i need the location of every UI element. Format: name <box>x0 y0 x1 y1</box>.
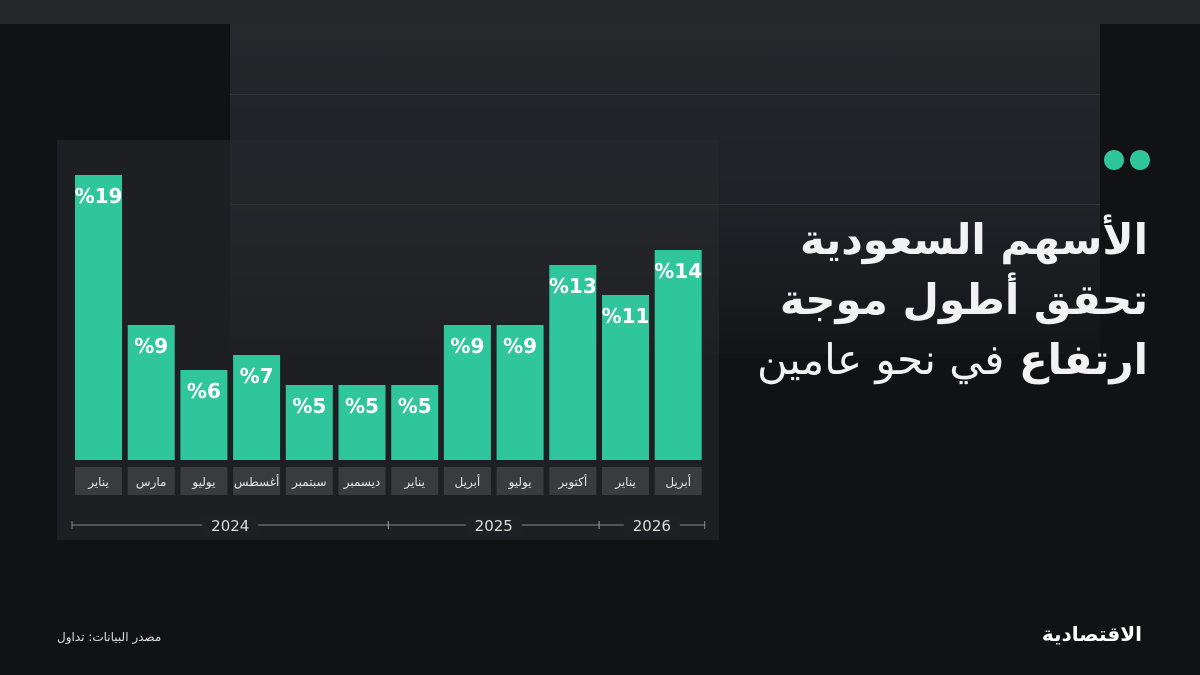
category-label-bg <box>233 467 281 495</box>
category-label-bg <box>180 467 228 495</box>
value-label: %7 <box>240 364 274 388</box>
category-label-bg <box>127 467 175 495</box>
bar <box>549 265 597 460</box>
headline-line-1: الأسهم السعودية <box>800 215 1148 264</box>
bar <box>602 295 649 460</box>
category-label: أبريل <box>455 474 481 490</box>
year-label-bg <box>465 515 522 535</box>
value-label: %9 <box>503 334 537 358</box>
category-label-bg <box>285 467 333 495</box>
value-label: %9 <box>450 334 484 358</box>
category-label-bg <box>496 467 544 495</box>
headline-line-3-bold: ارتفاع <box>1018 335 1148 384</box>
category-label-bg <box>391 467 439 495</box>
category-label: يوليو <box>191 475 215 490</box>
category-label-bg <box>549 467 597 495</box>
value-label: %11 <box>602 304 650 328</box>
category-label-bg <box>75 467 122 495</box>
year-label-bg <box>623 515 680 535</box>
bar <box>654 250 702 460</box>
category-label: أغسطس <box>234 474 279 490</box>
category-label-bg <box>338 467 386 495</box>
category-label: مارس <box>136 475 167 490</box>
bar <box>443 325 491 460</box>
top-bar <box>0 0 1200 24</box>
category-label: أكتوبر <box>557 474 587 490</box>
year-label-bg <box>202 515 259 535</box>
year-label: 2025 <box>475 517 513 535</box>
category-label: يناير <box>403 475 425 490</box>
value-label: %13 <box>549 274 597 298</box>
category-label: سبتمبر <box>291 475 326 490</box>
category-label-bg <box>654 467 702 495</box>
value-label: %5 <box>345 394 379 418</box>
bar <box>180 370 228 460</box>
bar-chart: %19 يناير %9 مارس %6 يوليو %7 أغسطس %5 سبتمبر %5 دي… <box>71 175 706 535</box>
value-label: %6 <box>187 379 221 403</box>
value-label: %19 <box>75 184 123 208</box>
category-label: يناير <box>614 475 636 490</box>
bar <box>127 325 175 460</box>
value-label: %5 <box>398 394 432 418</box>
category-label-bg <box>443 467 491 495</box>
year-label: 2026 <box>633 517 671 535</box>
headline-line-3-light: في نحو عامين <box>757 335 1005 384</box>
headline-line-2: تحقق أطول موجة <box>779 275 1148 324</box>
bar <box>75 175 122 460</box>
bar <box>391 385 439 460</box>
chart-panel: %19 يناير %9 مارس %6 يوليو %7 أغسطس %5 سبتمبر %5 دي… <box>57 140 719 540</box>
bar <box>338 385 386 460</box>
logo: الاقتصادية <box>1041 622 1142 646</box>
category-label: يوليو <box>508 475 532 490</box>
data-source: مصدر البيانات: تداول <box>57 630 162 644</box>
category-label: ديسمبر <box>343 475 381 490</box>
value-label: %5 <box>292 394 326 418</box>
bar <box>496 325 544 460</box>
accent-dots <box>1104 150 1150 170</box>
year-label: 2024 <box>211 517 249 535</box>
value-label: %14 <box>654 259 702 283</box>
value-label: %9 <box>134 334 168 358</box>
bar <box>285 385 333 460</box>
category-label-bg <box>602 467 649 495</box>
headline: الأسهم السعودية تحقق أطول موجة ارتفاع في… <box>688 210 1148 390</box>
category-label: أبريل <box>665 474 691 490</box>
bar <box>233 355 281 460</box>
category-label: يناير <box>87 475 109 490</box>
